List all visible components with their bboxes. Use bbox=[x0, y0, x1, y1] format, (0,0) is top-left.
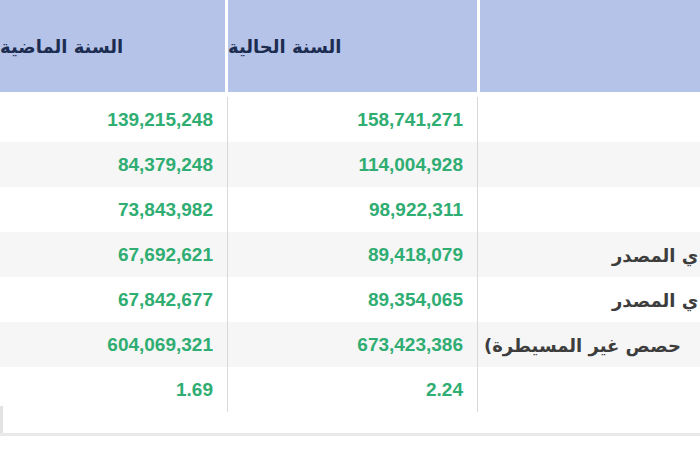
previous-year-value: 1.69 bbox=[0, 367, 228, 412]
previous-year-value: 604,069,321 bbox=[0, 322, 228, 367]
table-row: 139,215,248 158,741,271 bbox=[0, 97, 700, 142]
current-year-value: 98,922,311 bbox=[228, 187, 478, 232]
row-label-cell bbox=[478, 97, 700, 142]
table-row: 84,379,248 114,004,928 bbox=[0, 142, 700, 187]
table-header-row: السنة الماضية السنة الحالية bbox=[0, 0, 700, 92]
row-label-cell: حصص غير المسيطرة) bbox=[478, 322, 700, 367]
row-label-cell bbox=[478, 367, 700, 412]
row-label: حصص غير المسيطرة) bbox=[484, 334, 681, 355]
row-label-cell: ي المصدر bbox=[478, 277, 700, 322]
row-label-cell: ي المصدر bbox=[478, 232, 700, 277]
row-label-cell bbox=[478, 142, 700, 187]
table-row: 604,069,321 673,423,386 حصص غير المسيطرة… bbox=[0, 322, 700, 367]
previous-year-value: 67,692,621 bbox=[0, 232, 228, 277]
financial-table: السنة الماضية السنة الحالية 139,215,248 … bbox=[0, 0, 700, 450]
row-label-cell bbox=[478, 187, 700, 232]
previous-year-value: 84,379,248 bbox=[0, 142, 228, 187]
previous-year-value: 73,843,982 bbox=[0, 187, 228, 232]
table-row: 67,842,677 89,354,065 ي المصدر bbox=[0, 277, 700, 322]
current-year-value: 114,004,928 bbox=[228, 142, 478, 187]
current-year-value: 89,418,079 bbox=[228, 232, 478, 277]
table-body: 139,215,248 158,741,271 84,379,248 114,0… bbox=[0, 97, 700, 412]
table-row: 73,843,982 98,922,311 bbox=[0, 187, 700, 232]
previous-year-value: 67,842,677 bbox=[0, 277, 228, 322]
header-previous-year: السنة الماضية bbox=[0, 0, 225, 92]
current-year-value: 2.24 bbox=[228, 367, 478, 412]
current-year-value: 89,354,065 bbox=[228, 277, 478, 322]
table-row: 1.69 2.24 bbox=[0, 367, 700, 412]
table-row: 67,692,621 89,418,079 ي المصدر bbox=[0, 232, 700, 277]
current-year-value: 673,423,386 bbox=[228, 322, 478, 367]
scrollbar-thumb[interactable] bbox=[0, 406, 3, 433]
header-current-year: السنة الحالية bbox=[228, 0, 477, 92]
header-label-column bbox=[480, 0, 700, 92]
row-label: ي المصدر bbox=[612, 244, 698, 265]
current-year-value: 158,741,271 bbox=[228, 97, 478, 142]
previous-year-value: 139,215,248 bbox=[0, 97, 228, 142]
row-label: ي المصدر bbox=[612, 289, 698, 310]
section-divider bbox=[0, 433, 700, 436]
